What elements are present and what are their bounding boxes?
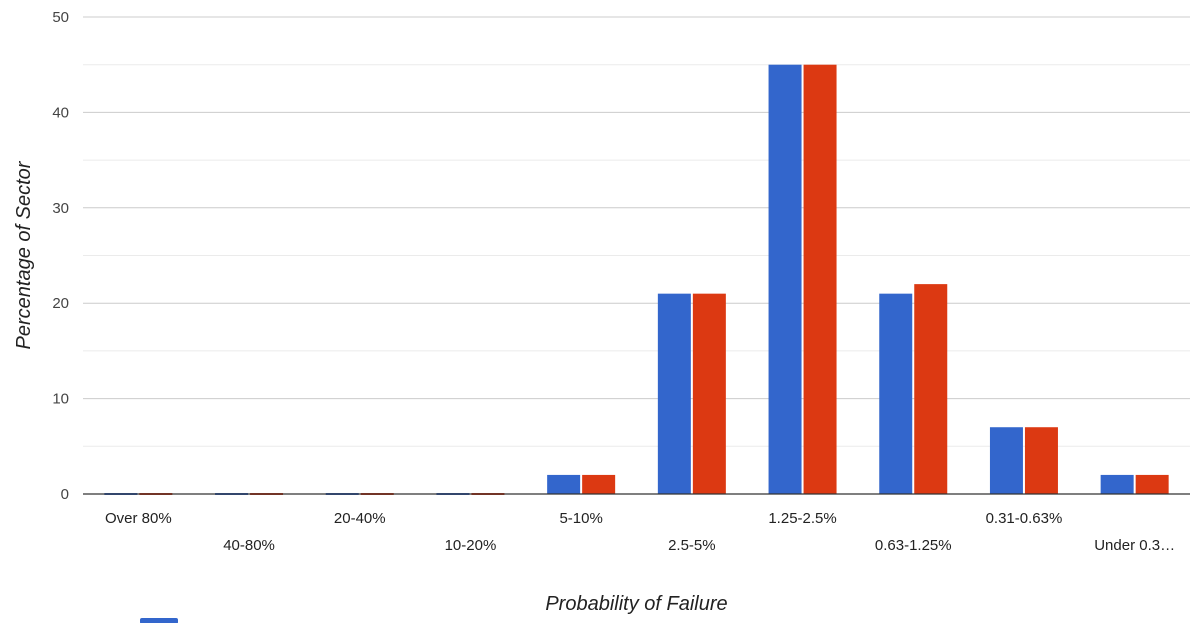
- gridlines: [83, 16, 1190, 447]
- bar: [1024, 427, 1058, 494]
- bar: [879, 293, 913, 494]
- x-tick-label: Under 0.3…: [1094, 537, 1175, 554]
- y-tick-label: 40: [52, 104, 69, 121]
- x-tick-label: 0.63-1.25%: [875, 537, 952, 554]
- y-tick-label: 20: [52, 295, 69, 312]
- y-axis-title: Percentage of Sector: [13, 160, 35, 349]
- bar: [803, 64, 837, 494]
- y-tick-label: 0: [61, 486, 69, 503]
- x-tick-label: 20-40%: [334, 510, 386, 527]
- bars: [104, 64, 1169, 495]
- legend-swatch: [140, 618, 178, 623]
- y-tick-label: 50: [52, 9, 69, 26]
- x-tick-label: 1.25-2.5%: [768, 510, 836, 527]
- bar: [547, 474, 581, 494]
- bar: [1100, 474, 1134, 494]
- bar: [768, 64, 802, 494]
- x-tick-label: 0.31-0.63%: [986, 510, 1063, 527]
- x-tick-label: 5-10%: [559, 510, 602, 527]
- bar: [914, 284, 948, 494]
- bar: [1135, 474, 1169, 494]
- bar: [657, 293, 691, 494]
- axes: 0 10 20 30 40 50 Over 80% 40-80% 20-40% 10-20% 5-1…: [52, 9, 1190, 554]
- bar: [989, 427, 1023, 494]
- x-tick-label: 40-80%: [223, 537, 275, 554]
- x-tick-label: Over 80%: [105, 510, 172, 527]
- x-axis-title: Probability of Failure: [545, 593, 727, 615]
- y-tick-label: 30: [52, 200, 69, 217]
- bar: [582, 474, 616, 494]
- x-tick-label: 2.5-5%: [668, 537, 716, 554]
- legend: [140, 618, 178, 623]
- x-tick-label: 10-20%: [445, 537, 497, 554]
- y-tick-label: 10: [52, 391, 69, 408]
- bar: [692, 293, 726, 494]
